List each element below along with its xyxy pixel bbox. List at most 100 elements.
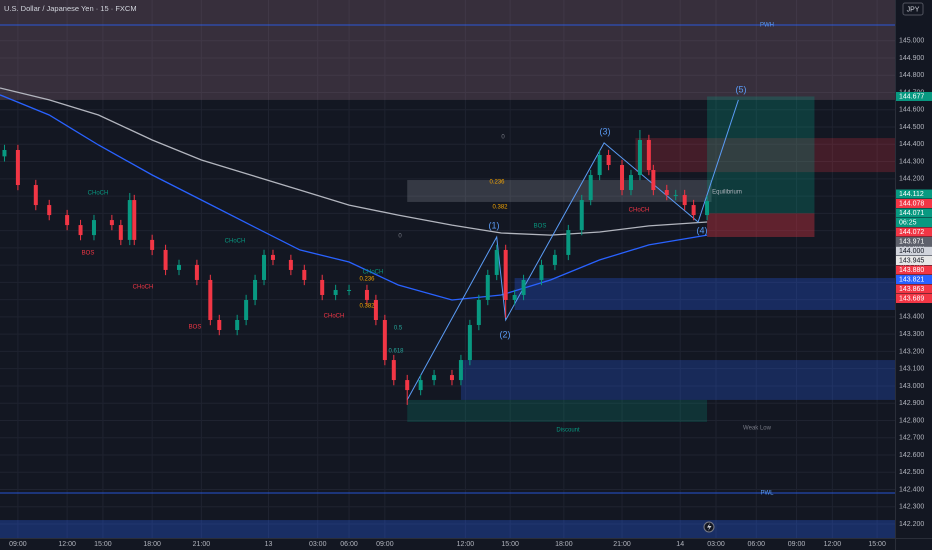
candle-body: [552, 254, 557, 265]
candle-body: [262, 254, 267, 280]
zone: [707, 96, 815, 214]
candle-body: [597, 154, 602, 176]
candle-body: [494, 249, 499, 275]
price-label: 143.821: [899, 276, 924, 283]
x-tick-label: 09:00: [376, 541, 394, 548]
y-tick-label: 142.600: [899, 452, 924, 459]
candle-body: [302, 269, 307, 280]
annotation: (3): [600, 126, 611, 136]
candle-body: [588, 175, 593, 201]
candle-body: [566, 230, 571, 255]
annotation: (2): [500, 329, 511, 339]
price-label-bg: [896, 199, 932, 209]
annotation: BOS: [82, 251, 95, 257]
wave-line: [406, 99, 739, 401]
y-tick-label: 143.200: [899, 348, 924, 355]
candle-body: [364, 289, 369, 300]
x-tick-label: 18:00: [555, 541, 573, 548]
annotation: CHoCH: [363, 270, 384, 276]
annotation: Discount: [556, 428, 580, 434]
annotation: 0.236: [359, 277, 375, 283]
annotation: BOS: [189, 325, 202, 331]
candle-body: [208, 279, 213, 321]
axes: 145.000144.900144.800144.700144.600144.5…: [9, 38, 932, 548]
price-label-bg: [896, 91, 932, 101]
candle-body: [637, 139, 642, 176]
x-tick-label: 09:00: [9, 541, 27, 548]
chart-title: U.S. Dollar / Japanese Yen · 15 · FXCM: [4, 4, 137, 13]
candle-body: [449, 375, 454, 381]
candle-body: [579, 200, 584, 231]
annotation: PWL: [760, 491, 774, 497]
candle-body: [127, 200, 132, 240]
y-tick-label: 143.000: [899, 383, 924, 390]
annotation: CHoCH: [324, 314, 345, 320]
candle-body: [418, 380, 423, 391]
y-tick-label: 143.400: [899, 314, 924, 321]
candle-body: [163, 249, 168, 270]
annotation: (5): [736, 84, 747, 94]
y-tick-label: 144.500: [899, 124, 924, 131]
zone: [0, 520, 895, 538]
annotation: CHoCH: [133, 285, 154, 291]
candle-body: [476, 299, 481, 326]
candle-body: [150, 239, 155, 250]
candle-body: [194, 264, 199, 280]
zone: [407, 399, 708, 423]
x-tick-label: 21:00: [193, 541, 211, 548]
annotation: 0.236: [489, 180, 505, 186]
x-tick-label: 13: [265, 541, 273, 548]
annotation: CHoCH: [629, 208, 650, 214]
y-tick-label: 143.300: [899, 331, 924, 338]
candle-body: [47, 205, 52, 216]
x-tick-label: 15:00: [94, 541, 112, 548]
candle-body: [485, 274, 490, 300]
price-label-bg: [896, 275, 932, 285]
annotation: 0.5: [394, 326, 403, 332]
zone: [707, 213, 815, 237]
x-tick-label: 09:00: [788, 541, 806, 548]
candle-body: [373, 299, 378, 321]
currency: JPY: [907, 6, 920, 13]
candle-body: [253, 279, 258, 300]
y-tick-label: 145.000: [899, 38, 924, 45]
candle-body: [467, 325, 472, 361]
zones: [0, 0, 895, 538]
x-tick-label: 03:00: [707, 541, 725, 548]
price-label-bg: [896, 237, 932, 247]
candle-body: [651, 170, 656, 191]
zone: [460, 360, 895, 400]
currency-box[interactable]: [902, 2, 924, 16]
price-label-bg: [896, 284, 932, 294]
candle-body: [177, 264, 181, 270]
annotation: (1): [489, 220, 500, 230]
x-tick-label: 12:00: [457, 541, 475, 548]
x-tick-label: 12:00: [58, 541, 76, 548]
annotations: CHoCH CHoCH CHoCH CHoCH CHoCH CHoCH BOS BOS BOS (…: [82, 23, 774, 497]
price-label: 143.945: [899, 257, 924, 264]
price-label: 144.112: [899, 191, 924, 198]
candle-body: [512, 294, 517, 300]
x-tick-label: 15:00: [501, 541, 519, 548]
candle-body: [217, 320, 222, 331]
zone: [407, 180, 712, 202]
candle-body: [391, 360, 396, 381]
countdown: 06:25: [899, 219, 917, 226]
candle-body: [606, 154, 611, 166]
annotation: CHoCH: [88, 191, 109, 197]
annotation: 0: [501, 135, 505, 141]
candle-body: [691, 205, 696, 216]
price-label: 144.071: [899, 210, 924, 217]
price-label-bg: [896, 208, 932, 218]
candle-body: [673, 195, 678, 197]
grid: [0, 0, 895, 538]
x-tick-label: 06:00: [748, 541, 766, 548]
candle-body: [646, 139, 651, 171]
y-tick-label: 144.900: [899, 55, 924, 62]
price-label-bg: [896, 265, 932, 275]
price-label: 144.677: [899, 93, 924, 100]
x-tick-label: 21:00: [613, 541, 631, 548]
candle-body: [91, 220, 96, 236]
price-label-bg: [896, 294, 932, 304]
